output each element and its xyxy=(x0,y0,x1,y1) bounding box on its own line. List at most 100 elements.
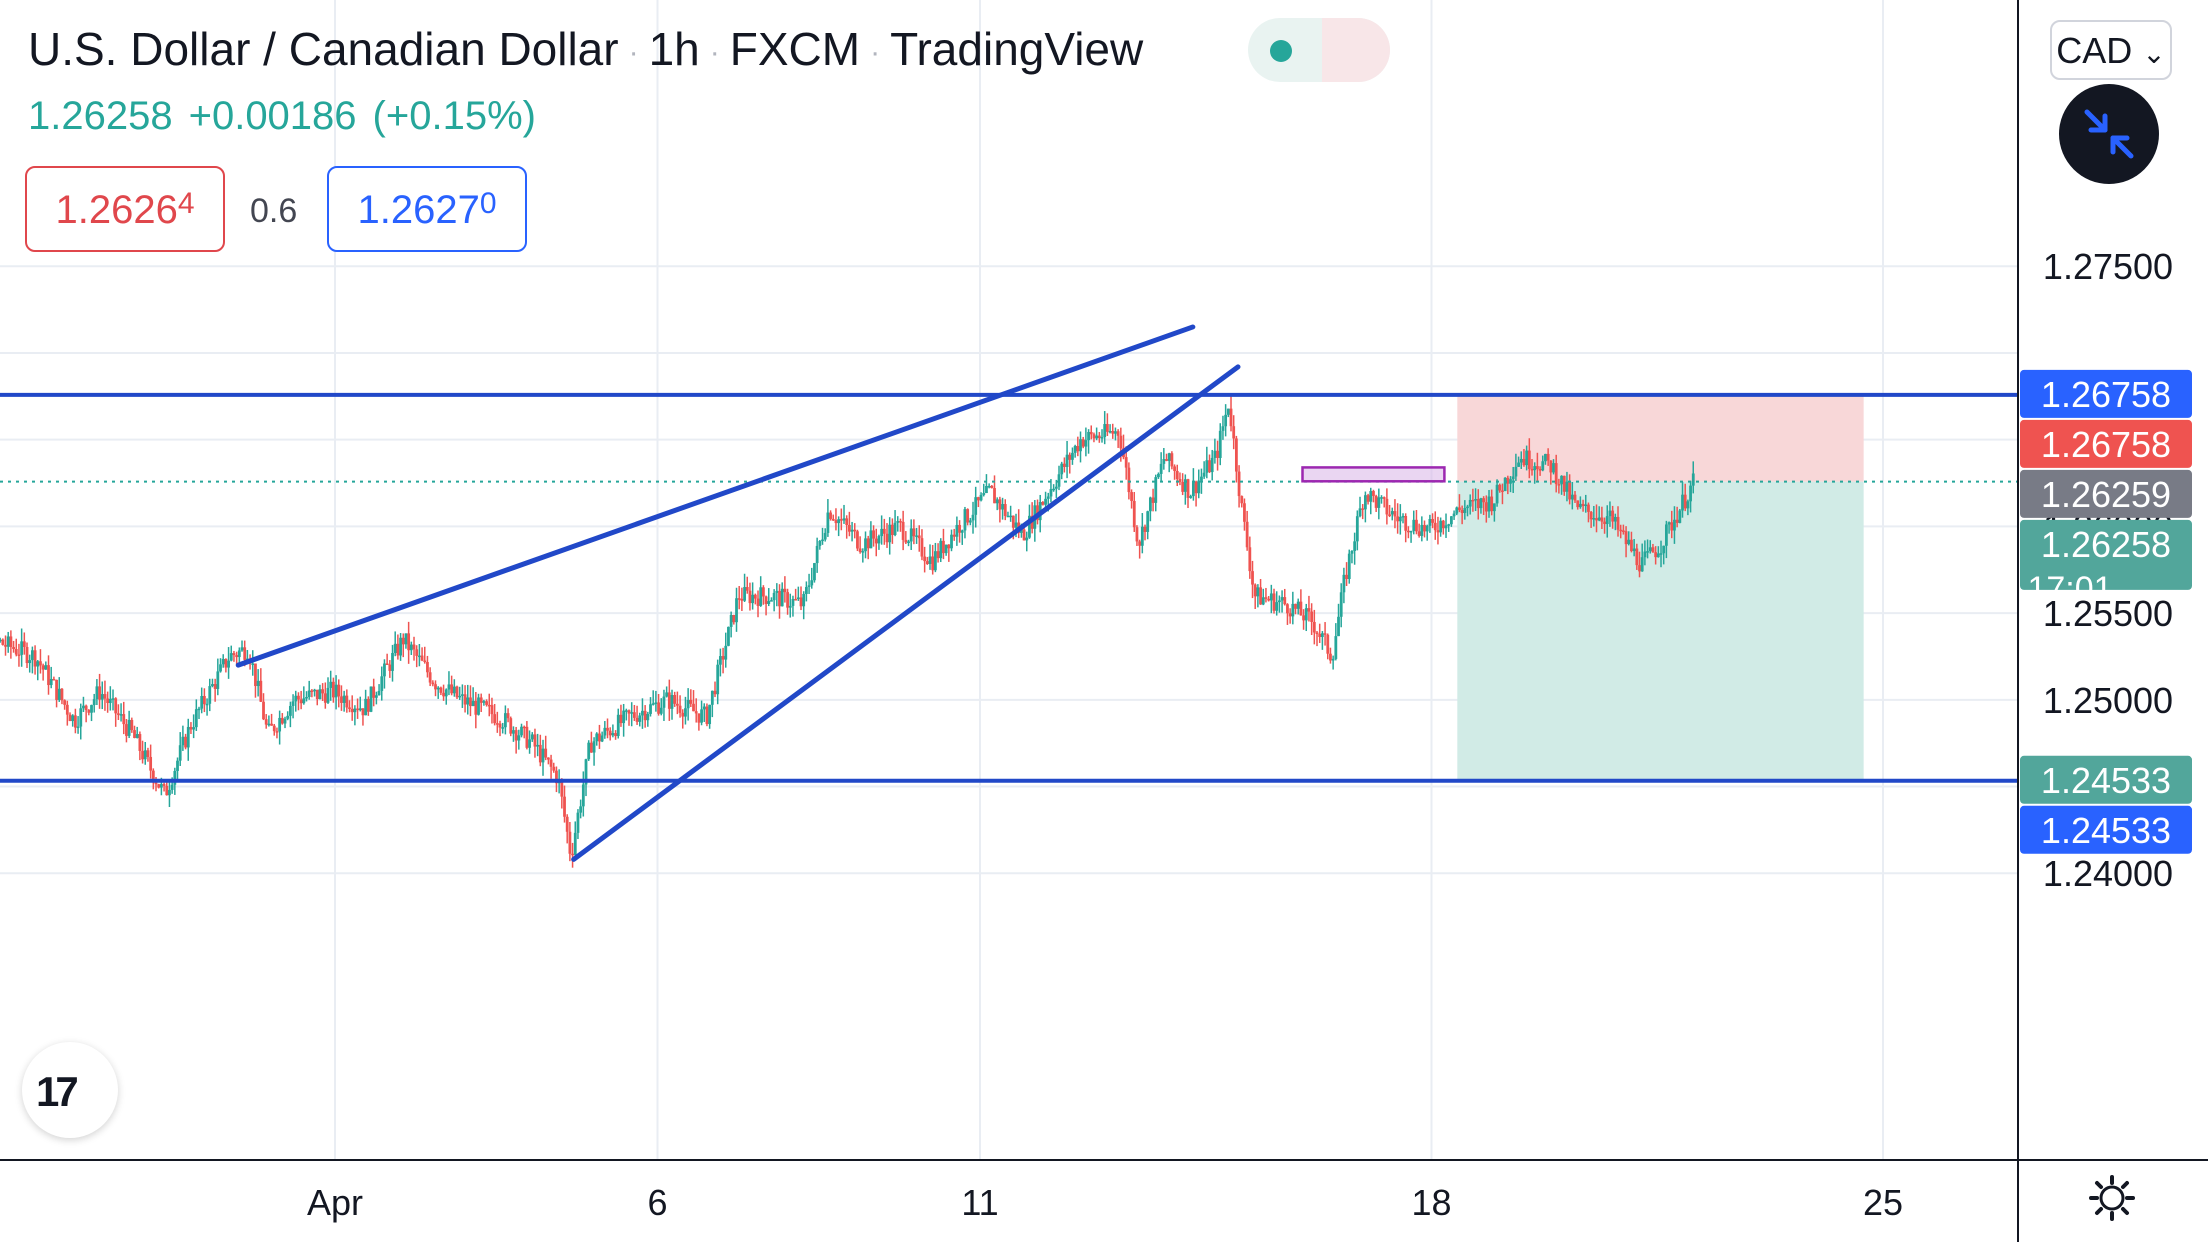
candle-body xyxy=(412,644,416,650)
candle-body xyxy=(350,708,354,713)
candle-body xyxy=(1009,515,1013,518)
candle-body xyxy=(1578,503,1582,508)
candle-body xyxy=(466,697,470,705)
candle-body xyxy=(788,605,792,608)
candle-body xyxy=(1412,519,1416,531)
candle-body xyxy=(939,540,943,559)
candle-body xyxy=(442,692,445,697)
candle-body xyxy=(1251,571,1254,585)
header-separator: · xyxy=(709,35,720,69)
candle-body xyxy=(1503,477,1507,492)
candle-body xyxy=(291,701,295,706)
candle-body xyxy=(565,816,569,832)
countdown-label: 17:01 xyxy=(2027,570,2112,608)
candle-body xyxy=(1114,431,1117,434)
candle-body xyxy=(520,726,523,736)
candle-body xyxy=(76,726,80,729)
candle-body xyxy=(923,556,927,562)
candle-body xyxy=(111,698,115,700)
candle-body xyxy=(426,662,429,673)
candle-body xyxy=(71,715,75,722)
candle-body xyxy=(498,723,502,728)
candle-body xyxy=(1603,521,1606,525)
candle-body xyxy=(861,551,865,553)
collapse-fullscreen-button[interactable] xyxy=(2059,84,2159,184)
candle-body xyxy=(383,663,386,677)
sell-button[interactable]: 1.26264 xyxy=(25,166,225,252)
candle-body xyxy=(321,689,325,694)
candle-body xyxy=(1041,501,1045,505)
candle-body xyxy=(1646,551,1649,553)
candle-body xyxy=(1060,463,1064,475)
candle-body xyxy=(1353,541,1357,551)
candle-body xyxy=(525,726,529,748)
market-status xyxy=(1248,18,1322,82)
candle-body xyxy=(1103,424,1107,438)
candle-body xyxy=(826,512,830,533)
candle-body xyxy=(323,693,327,703)
candle-body xyxy=(1167,453,1171,461)
candle-body xyxy=(130,719,134,731)
settings-gear-icon[interactable] xyxy=(2088,1174,2136,1222)
candle-body xyxy=(1382,497,1386,499)
candle-body xyxy=(958,524,961,533)
indicator-status-pill[interactable]: ≈ xyxy=(1248,18,1390,82)
candle-body xyxy=(1183,479,1187,492)
candle-body xyxy=(157,784,161,788)
tradingview-logo[interactable]: 17 xyxy=(22,1042,118,1138)
currency-select[interactable]: CAD ⌄ xyxy=(2050,20,2172,80)
candle-body xyxy=(114,698,118,714)
y-tick-label: 1.27500 xyxy=(2043,246,2173,287)
candle-body xyxy=(659,707,663,714)
candle-body xyxy=(1433,522,1437,531)
candle-body xyxy=(1062,463,1066,467)
buy-button[interactable]: 1.26270 xyxy=(327,166,527,252)
candle-body xyxy=(606,727,609,731)
drawings[interactable] xyxy=(0,324,2018,862)
candle-body xyxy=(960,530,964,533)
sell-price-pip: 4 xyxy=(177,187,195,220)
candle-body xyxy=(627,710,631,714)
candle-body xyxy=(1087,431,1090,441)
y-tick-label: 1.25000 xyxy=(2043,680,2173,721)
candle-body xyxy=(872,530,875,539)
candle-body xyxy=(802,593,806,607)
candle-body xyxy=(1597,517,1601,521)
buy-price-pip: 0 xyxy=(479,187,497,220)
candle-body xyxy=(288,705,292,716)
candle-body xyxy=(420,655,424,661)
symbol-header[interactable]: U.S. Dollar / Canadian Dollar · 1h · FXCM · Tr… xyxy=(28,22,1143,76)
candle-body xyxy=(1054,486,1058,489)
candle-body xyxy=(1116,431,1120,436)
candle-body xyxy=(100,694,104,700)
price-change: +0.00186 xyxy=(188,94,357,138)
candle-body xyxy=(646,713,650,721)
candle-body xyxy=(1608,510,1612,517)
candle-body xyxy=(501,727,505,729)
candle-body xyxy=(1189,496,1193,498)
candle-body xyxy=(783,588,787,593)
candle-body xyxy=(686,699,690,709)
candle-body xyxy=(589,742,593,753)
candle-body xyxy=(1460,510,1464,514)
price-label-text: 1.26758 xyxy=(2041,424,2171,465)
candle-body xyxy=(221,658,225,665)
candle-body xyxy=(538,744,542,763)
candle-body xyxy=(667,692,671,709)
candle-body xyxy=(165,785,169,796)
candles[interactable] xyxy=(0,396,1695,868)
price-label: 1.26758 xyxy=(2020,369,2192,418)
candle-body xyxy=(216,671,220,689)
candle-body xyxy=(503,713,507,728)
candle-body xyxy=(1138,541,1142,546)
candle-body xyxy=(159,784,163,788)
candle-body xyxy=(1466,506,1469,509)
x-tick-label: Apr xyxy=(307,1182,363,1223)
candle-body xyxy=(1154,477,1158,503)
candle-body xyxy=(391,653,394,671)
candle-body xyxy=(1329,653,1332,661)
trend-line xyxy=(571,364,1241,862)
candle-body xyxy=(12,647,15,650)
candle-body xyxy=(9,636,13,648)
